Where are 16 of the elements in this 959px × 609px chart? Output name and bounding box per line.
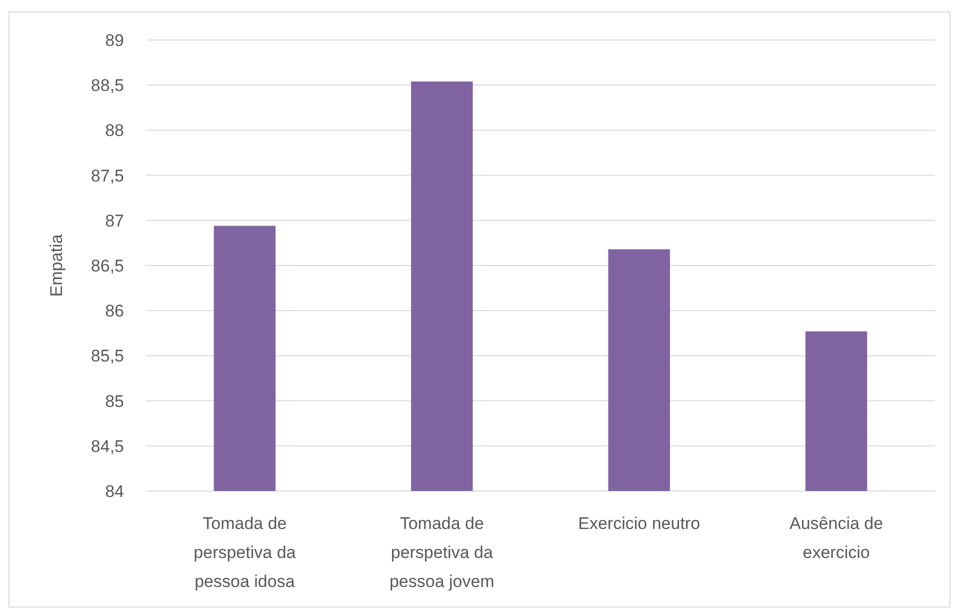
y-axis-title: Empatia (47, 234, 66, 297)
y-tick-label: 86 (105, 302, 124, 321)
y-tick-label: 88 (105, 121, 124, 140)
y-tick-label: 87,5 (90, 166, 124, 186)
x-tick-label: Tomada de perspetiva da pessoa idosa (194, 514, 296, 591)
y-tick-label: 85,5 (90, 346, 124, 366)
y-tick-label: 88,5 (90, 76, 124, 96)
y-tick-label: 86,5 (90, 256, 124, 276)
y-tick-label: 87 (105, 211, 124, 230)
x-tick-label: Exercicio neutro (578, 514, 700, 533)
x-tick-label: Ausência de exercicio (790, 514, 884, 562)
y-tick-label: 85 (105, 392, 124, 411)
y-tick-label: 89 (105, 30, 124, 50)
y-tick-label: 84 (105, 482, 124, 501)
x-tick-label: Tomada de perspetiva da pessoa jovem (389, 514, 494, 591)
y-tick-label: 84,5 (90, 436, 124, 456)
